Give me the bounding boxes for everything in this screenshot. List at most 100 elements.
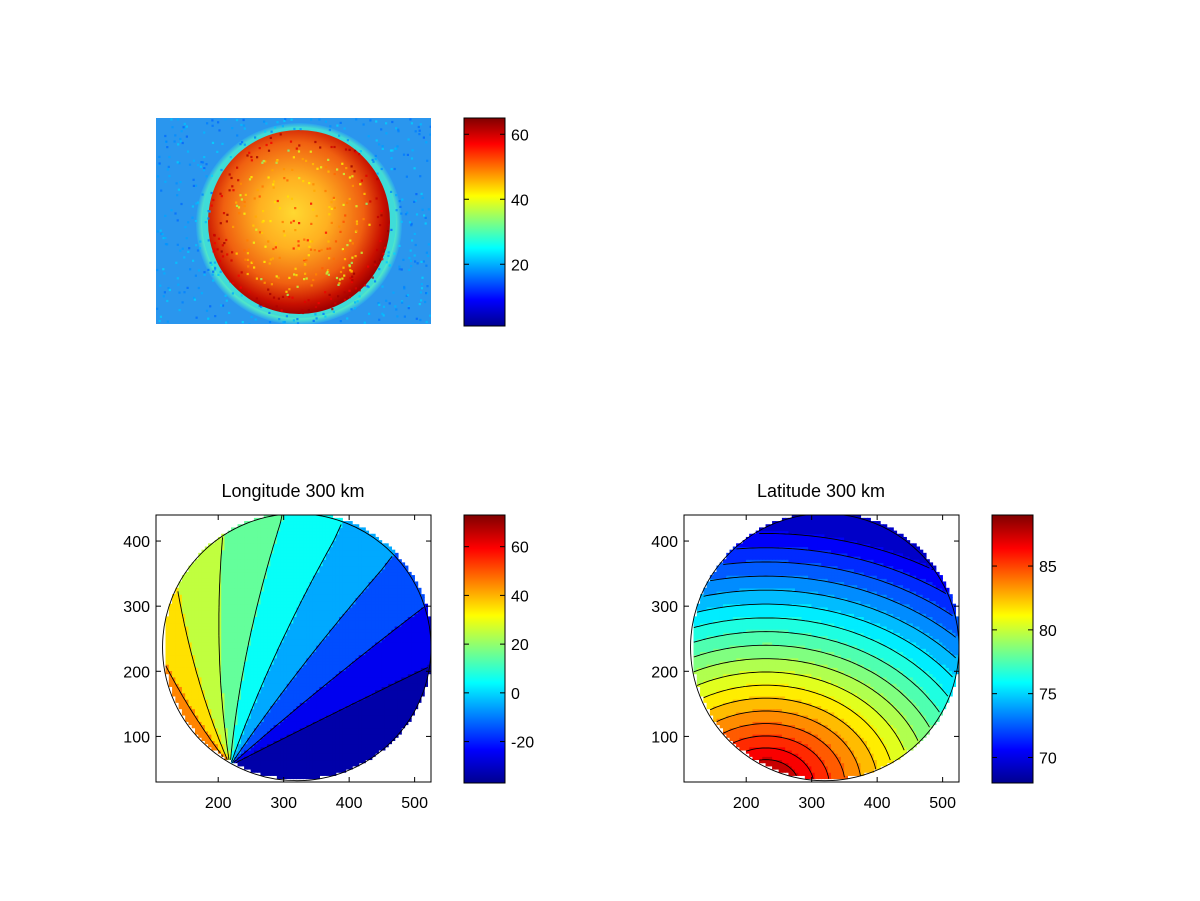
longitude-contour-cell xyxy=(417,679,422,684)
longitude-contour-cell xyxy=(319,695,324,700)
longitude-contour-cell xyxy=(194,724,199,729)
longitude-contour-cell xyxy=(348,613,353,618)
longitude-contour-cell xyxy=(407,711,412,716)
longitude-contour-cell xyxy=(306,711,311,716)
longitude-contour-cell xyxy=(345,603,350,608)
longitude-contour-cell xyxy=(293,619,298,624)
longitude-contour-cell xyxy=(253,749,258,754)
longitude-contour-cell xyxy=(299,759,304,764)
image-speckle xyxy=(178,162,181,165)
longitude-contour-cell xyxy=(263,737,268,741)
image-speckle xyxy=(350,308,353,311)
longitude-contour-cell xyxy=(204,622,209,627)
longitude-contour-cell xyxy=(208,625,212,630)
longitude-contour-cell xyxy=(263,740,268,745)
longitude-contour-cell xyxy=(293,676,298,681)
longitude-contour-cell xyxy=(289,711,294,716)
longitude-contour-cell xyxy=(306,616,311,621)
longitude-contour-cell xyxy=(375,590,379,595)
image-speckle xyxy=(274,246,277,249)
longitude-contour-cell xyxy=(165,629,170,633)
longitude-contour-cell xyxy=(312,597,317,602)
longitude-contour-cell xyxy=(178,581,183,586)
longitude-contour-cell xyxy=(335,645,340,649)
longitude-contour-cell xyxy=(394,711,399,716)
longitude-contour-cell xyxy=(342,699,347,703)
longitude-contour-cell xyxy=(339,683,343,687)
longitude-contour-cell xyxy=(227,730,232,735)
longitude-contour-cell xyxy=(345,699,350,703)
longitude-contour-cell xyxy=(283,622,288,627)
longitude-contour-cell xyxy=(247,594,252,598)
longitude-contour-cell xyxy=(224,619,229,624)
longitude-contour-cell xyxy=(322,590,327,595)
longitude-contour-cell xyxy=(309,581,314,586)
longitude-contour-cell xyxy=(194,654,199,659)
image-speckle xyxy=(419,175,422,178)
longitude-contour-cell xyxy=(361,664,366,668)
longitude-contour-cell xyxy=(322,676,327,681)
longitude-contour-cell xyxy=(420,683,425,687)
image-speckle xyxy=(292,247,295,250)
longitude-contour-cell xyxy=(361,683,366,687)
longitude-contour-cell xyxy=(250,616,255,621)
longitude-contour-cell xyxy=(198,711,203,716)
image-speckle xyxy=(209,261,212,264)
image-speckle xyxy=(360,251,363,254)
longitude-contour-cell xyxy=(316,721,320,726)
longitude-contour-cell xyxy=(312,660,317,665)
longitude-contour-cell xyxy=(345,759,350,764)
image-speckle xyxy=(168,288,171,292)
longitude-contour-cell xyxy=(214,606,219,611)
longitude-contour-cell xyxy=(181,629,186,633)
longitude-contour-cell xyxy=(165,641,170,646)
longitude-contour-cell xyxy=(375,711,379,716)
longitude-contour-cell xyxy=(224,721,229,726)
longitude-contour-cell xyxy=(263,705,268,710)
longitude-contour-cell xyxy=(335,721,340,726)
longitude-contour-cell xyxy=(198,654,203,659)
image-speckle xyxy=(329,297,333,300)
longitude-contour-cell xyxy=(325,772,330,776)
longitude-contour-cell xyxy=(253,711,258,716)
longitude-contour-cell xyxy=(303,730,307,735)
image-speckle xyxy=(295,274,298,277)
longitude-contour-cell xyxy=(394,727,399,732)
longitude-contour-cell xyxy=(201,625,206,630)
longitude-contour-cell xyxy=(214,692,219,697)
longitude-contour-cell xyxy=(339,587,343,592)
longitude-contour-cell xyxy=(329,648,334,652)
longitude-contour-cell xyxy=(263,606,268,611)
longitude-contour-cell xyxy=(322,730,327,735)
longitude-contour-cell xyxy=(316,775,320,780)
longitude-contour-cell xyxy=(361,699,366,703)
longitude-contour-cell xyxy=(424,606,429,611)
longitude-contour-cell xyxy=(361,679,366,684)
longitude-contour-cell xyxy=(267,746,271,751)
longitude-contour-cell xyxy=(214,641,219,646)
longitude-contour-cell xyxy=(208,727,212,732)
image-speckle xyxy=(429,125,431,128)
longitude-contour-cell xyxy=(303,590,307,595)
longitude-contour-cell xyxy=(224,683,229,687)
longitude-contour-cell xyxy=(234,651,239,656)
longitude-contour-cell xyxy=(325,664,330,668)
longitude-contour-cell xyxy=(211,654,216,659)
longitude-contour-cell xyxy=(299,679,304,684)
longitude-contour-cell xyxy=(397,651,402,656)
longitude-contour-cell xyxy=(414,629,419,633)
image-speckle xyxy=(250,315,253,318)
longitude-contour-cell xyxy=(384,708,389,713)
longitude-contour-cell xyxy=(365,740,370,745)
longitude-contour-cell xyxy=(283,584,288,589)
longitude-contour-cell xyxy=(185,708,190,713)
longitude-contour-cell xyxy=(384,610,389,614)
image-speckle xyxy=(221,142,224,145)
longitude-contour-cell xyxy=(335,676,340,681)
longitude-contour-cell xyxy=(332,718,337,722)
image-speckle xyxy=(276,199,279,203)
longitude-contour-cell xyxy=(250,714,255,719)
longitude-contour-cell xyxy=(273,683,278,687)
longitude-contour-cell xyxy=(191,597,196,602)
image-speckle xyxy=(418,303,421,306)
